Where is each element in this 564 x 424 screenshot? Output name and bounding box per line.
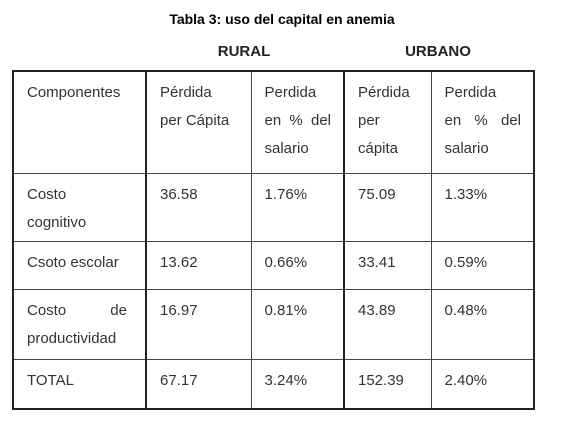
cell: 67.17: [145, 358, 252, 410]
cell: TOTAL: [12, 358, 147, 410]
cell-text: 0.81%: [264, 301, 308, 319]
cell-text: Costo cognitivo: [27, 185, 87, 231]
cell-text: 16.97: [160, 301, 198, 319]
cell: 152.39: [343, 358, 432, 410]
table-row: Costo cognitivo 36.58 1.76% 75.09 1.33%: [12, 172, 535, 242]
cell: Costo de productividad: [12, 288, 147, 360]
cell: 43.89: [343, 288, 432, 360]
cell-text: 13.62: [160, 253, 198, 271]
cell-text: 75.09: [358, 185, 396, 203]
cell-text: 33.41: [358, 253, 396, 271]
cell: 1.33%: [430, 172, 535, 242]
header-line: per: [358, 112, 380, 129]
table-row: TOTAL 67.17 3.24% 152.39 2.40%: [12, 358, 535, 410]
cell: 0.81%: [250, 288, 345, 360]
header-line: cápita: [358, 140, 399, 157]
cell: 2.40%: [430, 358, 535, 410]
cell-text: 0.59%: [444, 253, 488, 271]
cell: Costo cognitivo: [12, 172, 147, 242]
cell-text: 36.58: [160, 185, 198, 203]
header-line: Perdida: [444, 84, 497, 101]
title: Tabla 3: uso del capital en anemia: [169, 11, 395, 27]
table-row: Csoto escolar 13.62 0.66% 33.41 0.59%: [12, 240, 535, 290]
header-line: salario: [264, 140, 309, 157]
cell: 13.62: [145, 240, 252, 290]
header-line: en % del: [264, 112, 332, 129]
cell-text: 1.33%: [444, 185, 488, 203]
cell-text: 1.76%: [264, 185, 308, 203]
cell: 0.48%: [430, 288, 535, 360]
cell: 1.76%: [250, 172, 345, 242]
table: Componentes Pérdida per Cápita Perdida en % …: [12, 70, 535, 410]
cell: 75.09: [343, 172, 432, 242]
cell: 0.59%: [430, 240, 535, 290]
cell: 36.58: [145, 172, 252, 242]
header-line: Perdida: [264, 84, 317, 101]
cell: 0.66%: [250, 240, 345, 290]
group-header: RURAL: [217, 43, 271, 60]
table-row: Costo de productividad 16.97 0.81% 43.89 0.4…: [12, 288, 535, 360]
cell-text: 0.66%: [264, 253, 308, 271]
cell: 33.41: [343, 240, 432, 290]
header-line: Pérdida: [160, 84, 212, 101]
cell-text: 3.24%: [264, 371, 308, 389]
cell-text: Costo de productividad: [27, 301, 127, 347]
cell: 3.24%: [250, 358, 345, 410]
group-header: URBANO: [405, 43, 471, 60]
cell: 16.97: [145, 288, 252, 360]
header-line: en % del: [444, 112, 522, 129]
cell-text: 152.39: [358, 371, 404, 389]
cell-text: Csoto escolar: [27, 253, 119, 271]
header-cell: Perdida en % del salario: [430, 70, 535, 174]
header-line: Componentes: [27, 84, 121, 101]
header-cell: Perdida en % del salario: [250, 70, 345, 174]
header-row: Componentes Pérdida per Cápita Perdida en % …: [12, 70, 535, 174]
cell-text: 0.48%: [444, 301, 488, 319]
header-line: Pérdida: [358, 84, 410, 101]
cell-text: TOTAL: [27, 371, 74, 389]
header-cell: Pérdida per Cápita: [145, 70, 252, 174]
cell-text: 43.89: [358, 301, 396, 319]
cell: Csoto escolar: [12, 240, 147, 290]
cell-text: 67.17: [160, 371, 198, 389]
header-line: per Cápita: [160, 112, 230, 129]
cell-text: 2.40%: [444, 371, 488, 389]
header-cell: Pérdida per cápita: [343, 70, 432, 174]
header-line: salario: [444, 140, 489, 157]
header-cell: Componentes: [12, 70, 147, 174]
